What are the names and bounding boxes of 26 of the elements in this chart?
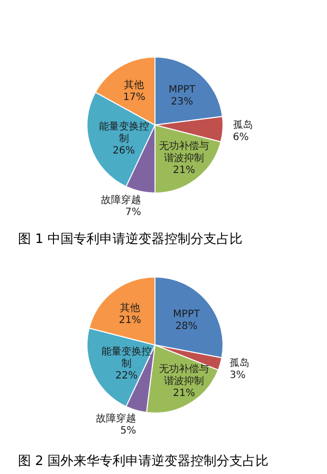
data-label: 5% xyxy=(120,426,136,437)
slice-label: 其他 xyxy=(120,302,140,314)
slice-label: 无功补偿与谐波抑制 xyxy=(159,140,209,164)
data-label: 3% xyxy=(230,370,246,381)
slice-label: 能量变换控制 xyxy=(98,120,149,145)
data-label: 28% xyxy=(175,320,198,332)
slice-label: 故障穿越 xyxy=(96,412,136,425)
data-label: 7% xyxy=(125,207,142,218)
slice-label: 能量变换控制 xyxy=(102,345,152,370)
slice-label: 其他 xyxy=(124,78,144,91)
slice-label: MPPT xyxy=(168,84,196,96)
data-label: 26% xyxy=(112,146,135,157)
data-label: 6% xyxy=(232,132,249,144)
slice-label: 孤岛 xyxy=(230,356,250,369)
data-label: 17% xyxy=(123,92,146,103)
slice-label: 孤岛 xyxy=(232,119,253,132)
text: 图 2 国外来华专利申请逆变器控制分支占比 xyxy=(18,454,269,469)
data-label: 21% xyxy=(172,388,196,400)
slice-label: 故障穿越 xyxy=(101,194,142,206)
data-label: 21% xyxy=(172,165,196,176)
slice-label: 无功补偿与谐波抑制 xyxy=(159,363,209,388)
data-label: 23% xyxy=(170,96,194,108)
data-label: 22% xyxy=(115,370,138,382)
text: 图 1 中国专利申请逆变器控制分支占比 xyxy=(18,232,243,247)
slice-label: MPPT xyxy=(173,308,201,320)
data-label: 21% xyxy=(118,314,142,326)
